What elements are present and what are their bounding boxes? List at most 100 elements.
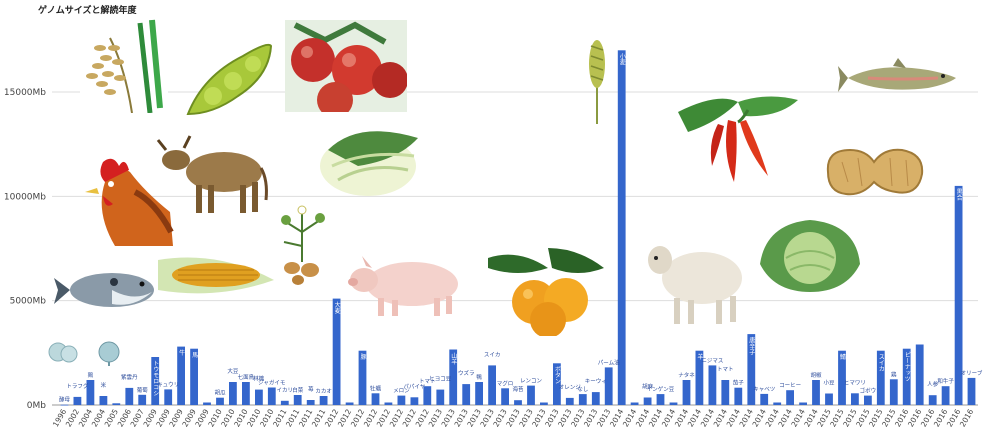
- bar-label: トマト: [419, 378, 436, 385]
- bar: [203, 402, 211, 405]
- bar: [501, 388, 509, 405]
- bar-label: マグロ: [497, 379, 514, 387]
- bar-label: ゴボウ: [860, 387, 877, 395]
- bar: [928, 395, 937, 405]
- bar: [138, 394, 147, 405]
- bar: [773, 402, 782, 405]
- y-tick-label: 5000Mb: [10, 297, 47, 307]
- bar-label: オリーブ: [961, 369, 983, 377]
- bar-label: カカオ: [315, 388, 332, 395]
- bar-label: コーヒー: [779, 382, 801, 389]
- bar-label: 鶏: [88, 371, 94, 379]
- corn-image: [158, 257, 274, 294]
- trout-image: [838, 58, 956, 92]
- bar: [177, 346, 185, 405]
- bar: [216, 397, 224, 405]
- bar-label: 大豆: [227, 367, 239, 375]
- cabbage-image: [760, 220, 860, 292]
- bar: [449, 349, 458, 405]
- bar-label: 茄子: [733, 379, 745, 387]
- bar-label: 唐辛子: [748, 336, 755, 355]
- bar-label: 鶏: [891, 370, 897, 378]
- bar-label: 葡萄: [137, 386, 149, 394]
- bar-label: 白菜: [292, 386, 304, 394]
- bar: [708, 365, 717, 405]
- bar-label: 和牛子: [937, 377, 954, 385]
- bar-label: ナタネ: [678, 371, 695, 379]
- bar-label: パーム油: [598, 358, 620, 366]
- bar-label: 胡麻: [642, 383, 654, 391]
- bar: [488, 365, 496, 405]
- bar: [812, 380, 820, 405]
- bar-label: 酵母: [59, 397, 71, 404]
- bar: [280, 400, 289, 405]
- bar: [565, 397, 574, 405]
- bar: [851, 393, 859, 405]
- y-tick-label: 10000Mb: [4, 192, 46, 202]
- bar-label: 林檎: [253, 375, 265, 383]
- bar: [540, 402, 548, 405]
- bar: [656, 394, 665, 405]
- bar: [760, 393, 769, 405]
- x-tick-layer: 1996200220042004200520062007200920092009…: [51, 407, 975, 428]
- bar: [125, 387, 134, 405]
- bar: [190, 348, 198, 405]
- sheep-image: [648, 246, 742, 324]
- apple-image: [285, 20, 407, 112]
- bar-label: 鯖: [838, 353, 845, 361]
- bar: [864, 395, 872, 405]
- bar: [410, 397, 419, 405]
- bar-label: ウズラ: [458, 369, 475, 377]
- bar-label: トマト: [717, 366, 734, 373]
- bar-label: なし: [577, 386, 588, 393]
- bar-label: ボタン: [553, 366, 560, 384]
- bar: [682, 380, 691, 405]
- bar-label: オレンジ: [559, 384, 582, 391]
- bar-label: トウモロコシ: [152, 360, 159, 396]
- bar-label: 羊: [696, 353, 703, 361]
- bar-label: 胡椒: [810, 371, 822, 379]
- bar-label: 大麦: [333, 301, 340, 315]
- bar: [345, 402, 354, 405]
- bar: [734, 387, 743, 405]
- bar-label: 紫雲丹: [121, 374, 138, 381]
- bar: [915, 344, 924, 405]
- bar-label: 七面鳥: [238, 373, 255, 381]
- bar: [423, 386, 432, 405]
- bar: [786, 390, 794, 405]
- bar-label: キュウリ: [157, 380, 179, 388]
- bar: [60, 404, 69, 406]
- bar-label: 人参: [927, 380, 939, 388]
- bar: [242, 382, 250, 405]
- potato-plant-image: [281, 205, 325, 285]
- orange-image: [488, 248, 604, 336]
- soybean-pod-image: [186, 43, 273, 116]
- bar: [384, 402, 393, 405]
- bar-label: ジャガイモ: [258, 379, 285, 387]
- bar-label: キーウィ: [585, 377, 607, 385]
- bar: [527, 385, 535, 405]
- bar-label: 苺: [308, 385, 314, 393]
- bar: [112, 403, 121, 405]
- bar: [902, 348, 911, 405]
- bar: [630, 402, 639, 405]
- bar-label: 黒合: [955, 189, 962, 202]
- y-tick-label: 0Mb: [27, 401, 46, 411]
- bar: [876, 350, 885, 405]
- bar: [825, 393, 833, 405]
- bar: [578, 394, 587, 405]
- rice-image: [80, 18, 168, 113]
- bar: [954, 185, 963, 405]
- bar: [319, 396, 328, 405]
- bar-label: ピーナッツ: [903, 352, 910, 382]
- cow-image: [156, 135, 268, 213]
- bar-label: レンコン: [520, 378, 543, 385]
- bar: [164, 389, 173, 405]
- bar: [73, 396, 82, 405]
- bar: [721, 380, 730, 405]
- bar: [799, 402, 807, 405]
- bar: [86, 380, 95, 405]
- bar: [99, 396, 108, 405]
